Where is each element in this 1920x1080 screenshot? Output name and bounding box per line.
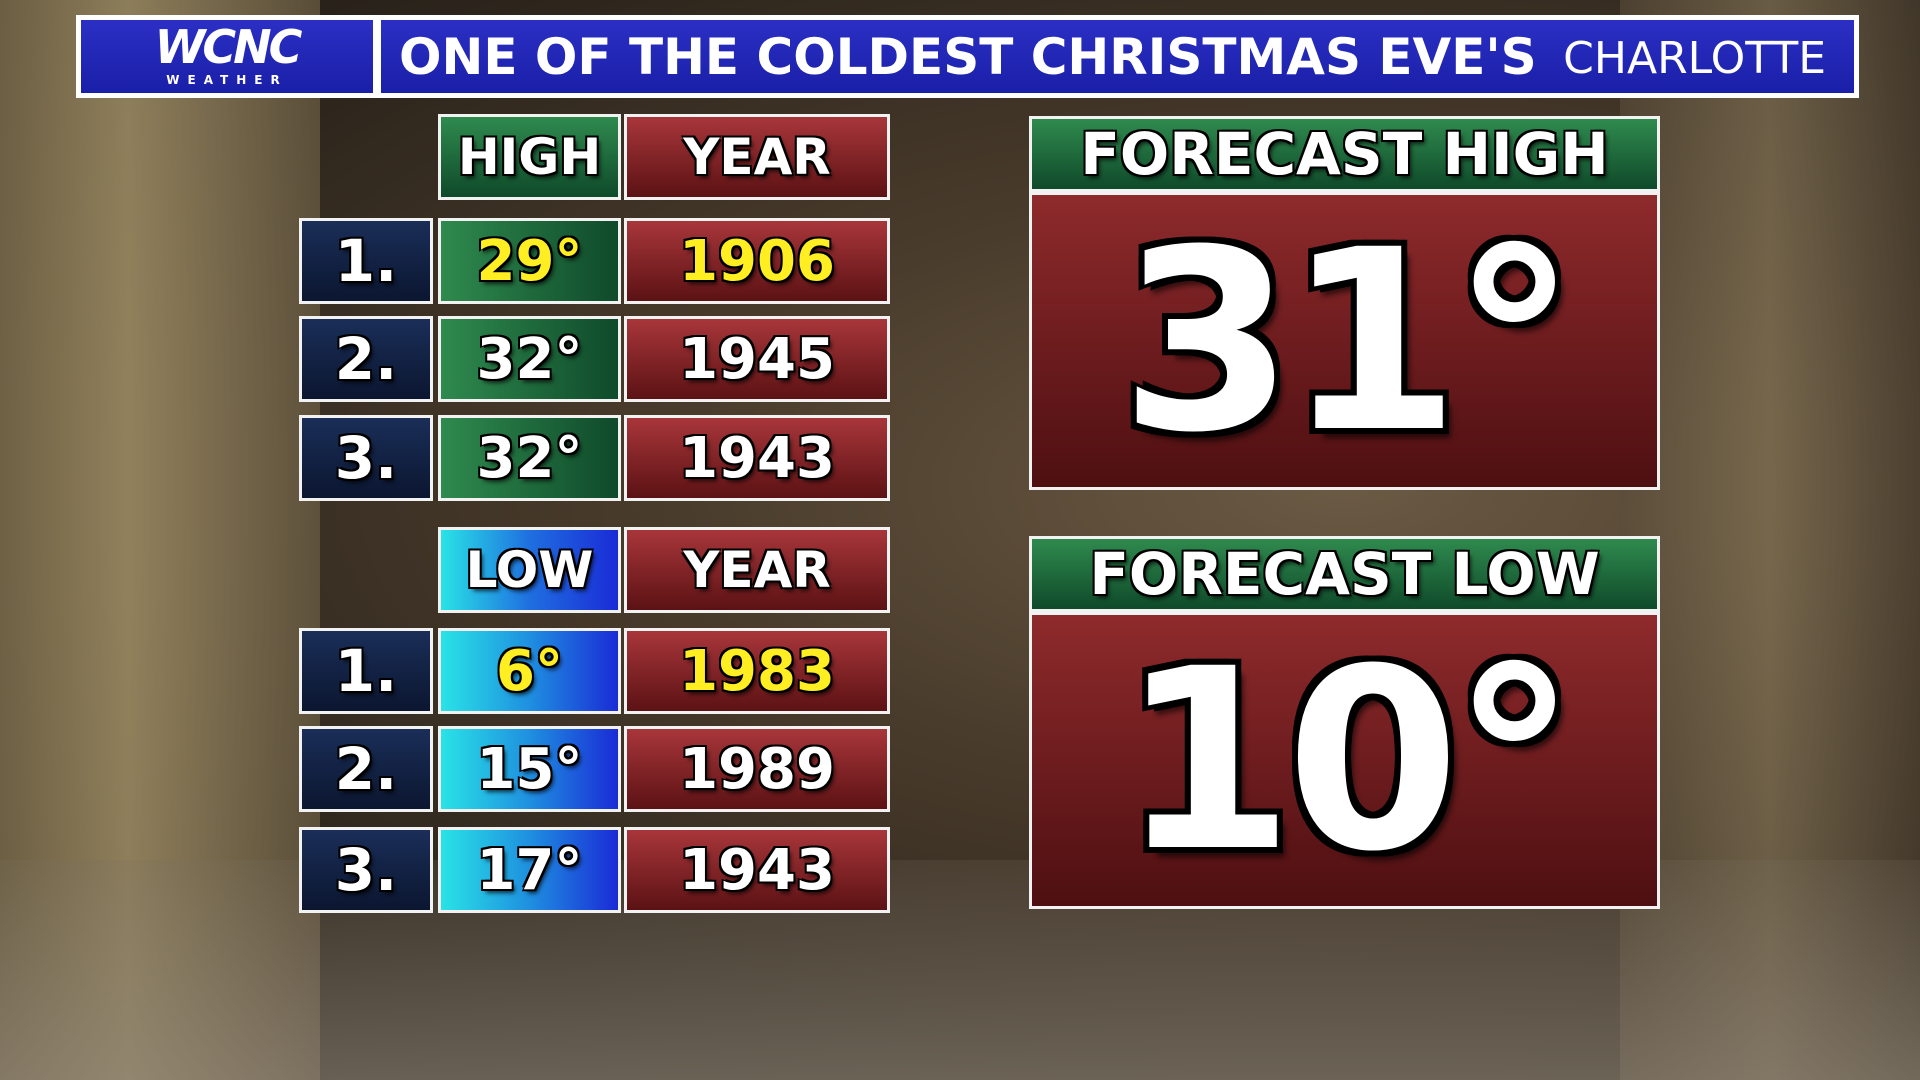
year: 1906 bbox=[624, 218, 890, 304]
title: ONE OF THE COLDEST CHRISTMAS EVE'S bbox=[399, 28, 1537, 86]
forecast-low-value: 10° bbox=[1029, 612, 1660, 909]
temperature: 29° bbox=[438, 218, 621, 304]
temperature: 6° bbox=[438, 628, 621, 714]
forecast-high-value: 31° bbox=[1029, 192, 1660, 490]
year: 1943 bbox=[624, 415, 890, 501]
location: CHARLOTTE bbox=[1563, 33, 1826, 84]
forecast-high-label: FORECAST HIGH bbox=[1029, 116, 1660, 192]
rank: 3. bbox=[299, 415, 433, 501]
logo-text: WCNC bbox=[154, 20, 303, 74]
rank: 3. bbox=[299, 827, 433, 913]
column-header: YEAR bbox=[624, 114, 890, 200]
year: 1989 bbox=[624, 726, 890, 812]
column-header: LOW bbox=[438, 527, 621, 613]
year: 1943 bbox=[624, 827, 890, 913]
column-header: YEAR bbox=[624, 527, 890, 613]
title-box: ONE OF THE COLDEST CHRISTMAS EVE'S CHARL… bbox=[381, 20, 1854, 93]
temperature: 15° bbox=[438, 726, 621, 812]
rank: 2. bbox=[299, 726, 433, 812]
forecast-low-label: FORECAST LOW bbox=[1029, 536, 1660, 612]
rank: 1. bbox=[299, 218, 433, 304]
temperature: 32° bbox=[438, 316, 621, 402]
temperature: 17° bbox=[438, 827, 621, 913]
logo: WCNC WEATHER bbox=[81, 20, 373, 93]
temperature: 32° bbox=[438, 415, 621, 501]
rank: 2. bbox=[299, 316, 433, 402]
logo-sub: WEATHER bbox=[166, 73, 288, 87]
year: 1983 bbox=[624, 628, 890, 714]
year: 1945 bbox=[624, 316, 890, 402]
column-header: HIGH bbox=[438, 114, 621, 200]
header-bar: WCNC WEATHER ONE OF THE COLDEST CHRISTMA… bbox=[76, 15, 1859, 98]
rank: 1. bbox=[299, 628, 433, 714]
